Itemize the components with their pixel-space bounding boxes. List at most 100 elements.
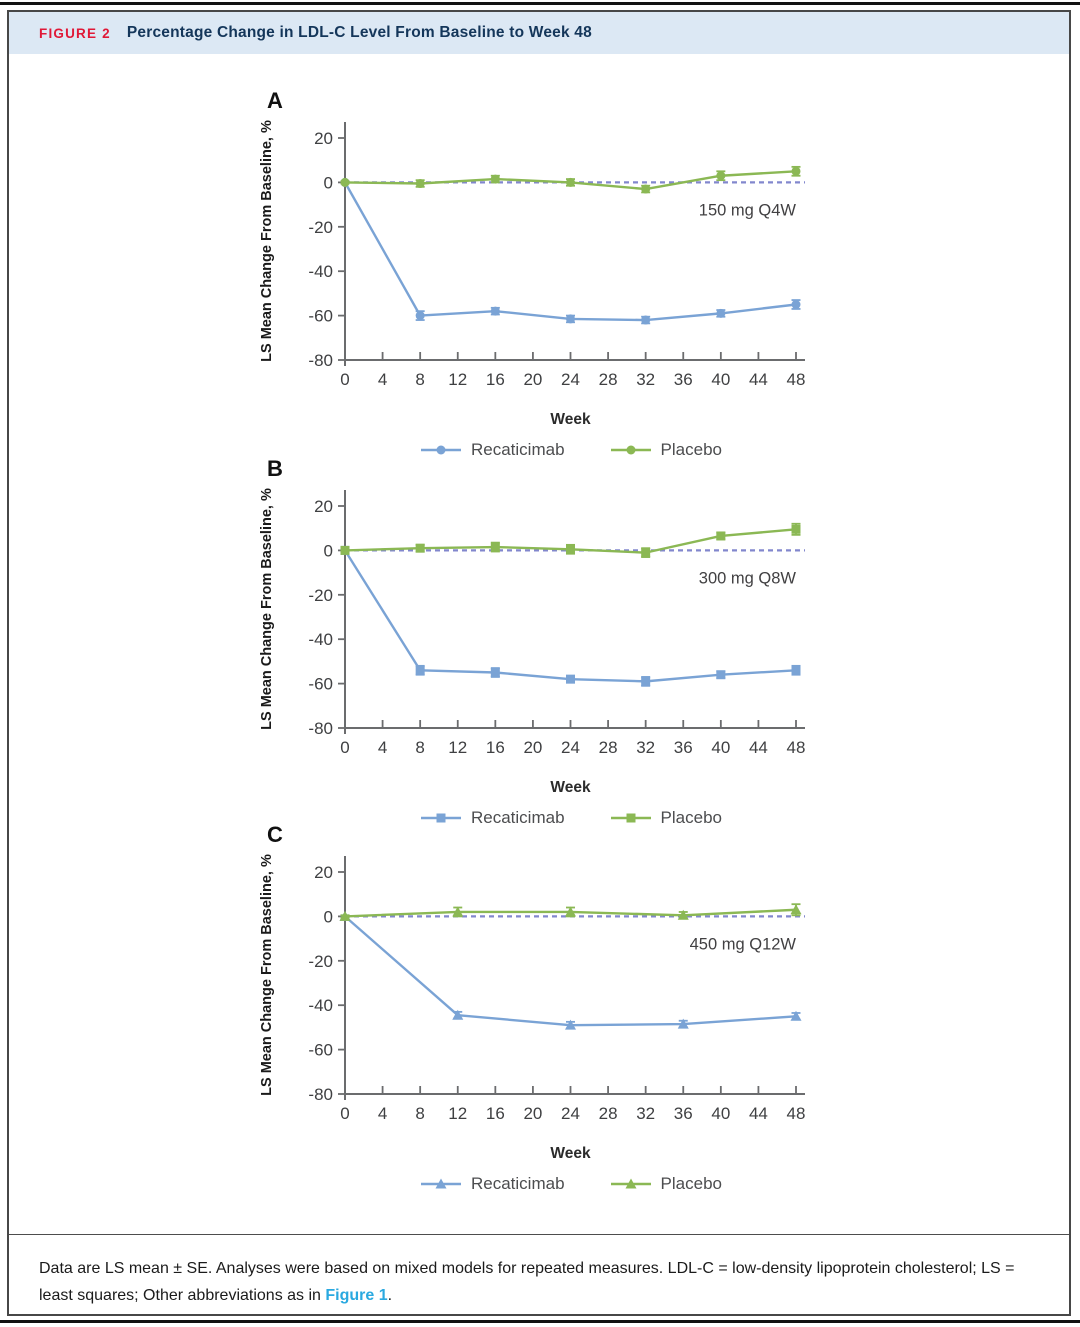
- x-tick-label: 8: [415, 1104, 424, 1123]
- data-point: [565, 1019, 576, 1030]
- y-tick-label: 20: [314, 497, 333, 516]
- data-point: [490, 668, 500, 677]
- data-point: [566, 674, 575, 684]
- y-tick-label: 20: [314, 129, 333, 148]
- x-tick-label: 0: [340, 370, 349, 389]
- legend-swatch-icon: [421, 813, 461, 823]
- data-point: [677, 1018, 689, 1029]
- x-tick-label: 12: [448, 738, 467, 757]
- chart-panel-c: C 0 4 8 12 16 20 24 28 32 36 40 44 48 20 0 -20 -40 -60 -80…: [257, 822, 905, 1202]
- data-point: [339, 910, 351, 921]
- data-point: [791, 300, 801, 309]
- y-tick-label: -60: [308, 307, 333, 326]
- x-tick-label: 0: [340, 738, 349, 757]
- chart-legend-c: Recaticimab Placebo: [345, 1172, 796, 1196]
- x-tick-label: 0: [340, 1104, 349, 1123]
- legend-label: Recaticimab: [471, 808, 565, 827]
- data-point: [641, 676, 651, 686]
- data-point: [677, 909, 689, 920]
- x-tick-label: 12: [448, 1104, 467, 1123]
- legend-label: Placebo: [660, 808, 722, 827]
- x-axis-ticks: 0 4 8 12 16 20 24 28 32 36 40 44 48: [340, 1086, 805, 1123]
- x-tick-label: 20: [523, 370, 542, 389]
- data-point: [790, 904, 802, 915]
- x-tick-label: 32: [636, 1104, 655, 1123]
- figure-1-link[interactable]: Figure 1: [325, 1287, 388, 1305]
- data-point: [415, 665, 425, 675]
- chart-svg-b: 0 4 8 12 16 20 24 28 32 36 40 44 48200-20-40-60-8030…: [259, 488, 806, 796]
- data-point: [625, 1178, 637, 1189]
- x-tick-label: 36: [674, 738, 693, 757]
- data-point: [626, 445, 636, 455]
- panel-label-c: C: [267, 822, 283, 847]
- y-tick-label: 20: [314, 863, 333, 882]
- y-axis-ticks: 20 0 -20 -40 -60 -80: [308, 129, 345, 370]
- x-tick-label: 4: [378, 738, 387, 757]
- series-recaticimab: [339, 910, 802, 1030]
- x-tick-label: 8: [415, 738, 424, 757]
- legend-item-recaticimab: Recaticimab: [419, 808, 565, 828]
- legend-swatch-icon: [610, 1178, 651, 1189]
- data-point: [415, 543, 425, 553]
- caption-segment-after: .: [387, 1287, 393, 1305]
- y-tick-label: 0: [324, 173, 333, 192]
- legend-item-placebo: Placebo: [609, 1174, 722, 1194]
- x-tick-label: 40: [711, 738, 730, 757]
- x-tick-label: 24: [561, 1104, 580, 1123]
- x-tick-label: 44: [749, 370, 768, 389]
- x-tick-label: 44: [749, 1104, 768, 1123]
- dose-annotation: 300 mg Q8W: [699, 569, 797, 587]
- legend-label: Placebo: [660, 440, 722, 459]
- legend-label: Recaticimab: [471, 440, 565, 459]
- data-point: [790, 1010, 802, 1021]
- legend-item-placebo: Placebo: [609, 808, 722, 828]
- x-tick-label: 8: [415, 370, 424, 389]
- y-axis-title: LS Mean Change From Baseline, %: [259, 488, 275, 730]
- chart-legend-a: Recaticimab Placebo: [345, 438, 796, 462]
- data-point: [490, 174, 500, 184]
- data-point: [452, 906, 464, 917]
- data-point: [435, 1178, 447, 1189]
- data-point: [340, 177, 350, 187]
- y-tick-label: 0: [324, 541, 333, 560]
- page-bottom-rule: [0, 1320, 1080, 1323]
- data-point: [626, 813, 636, 823]
- x-tick-label: 32: [636, 370, 655, 389]
- legend-item-placebo: Placebo: [609, 440, 722, 460]
- legend-swatch-icon: [421, 1178, 461, 1189]
- figure-caption-text: Data are LS mean ± SE. Analyses were bas…: [39, 1255, 1029, 1309]
- data-point: [791, 166, 801, 176]
- series-placebo: [340, 165, 801, 194]
- x-tick-label: 48: [787, 1104, 806, 1123]
- y-tick-label: -60: [308, 675, 333, 694]
- series-recaticimab: [340, 177, 801, 325]
- y-axis-title: LS Mean Change From Baseline, %: [259, 120, 275, 362]
- data-point: [452, 1009, 464, 1020]
- y-tick-label: -80: [308, 719, 333, 738]
- data-point: [641, 315, 651, 325]
- data-point: [565, 906, 576, 917]
- data-point: [490, 306, 500, 316]
- x-tick-label: 20: [523, 738, 542, 757]
- caption-segment-before: Data are LS mean ± SE. Analyses were bas…: [39, 1260, 1015, 1305]
- x-tick-label: 32: [636, 738, 655, 757]
- data-point: [716, 308, 726, 318]
- series-placebo: [340, 522, 801, 558]
- figure-caption-block: Data are LS mean ± SE. Analyses were bas…: [9, 1234, 1069, 1314]
- x-tick-label: 12: [448, 370, 467, 389]
- data-point: [436, 445, 446, 455]
- data-point: [415, 179, 425, 189]
- page-top-rule: [0, 2, 1080, 5]
- x-tick-label: 40: [711, 1104, 730, 1123]
- data-point: [716, 670, 726, 680]
- chart-svg-a: 0 4 8 12 16 20 24 28 32 36 40 44 48200-20-40-60-8015…: [259, 120, 805, 428]
- panel-label-b: B: [267, 456, 283, 481]
- series-line: [344, 915, 797, 1027]
- y-axis-ticks: 20 0 -20 -40 -60 -80: [308, 497, 345, 738]
- x-tick-label: 48: [787, 738, 806, 757]
- x-tick-label: 44: [749, 738, 768, 757]
- data-point: [791, 524, 801, 534]
- chart-panel-a: A 0 4 8 12 16 20 24 28 32 36 40 44 48 20 0 -20 -40 -60 -80…: [257, 88, 905, 468]
- legend-swatch-icon: [421, 445, 461, 455]
